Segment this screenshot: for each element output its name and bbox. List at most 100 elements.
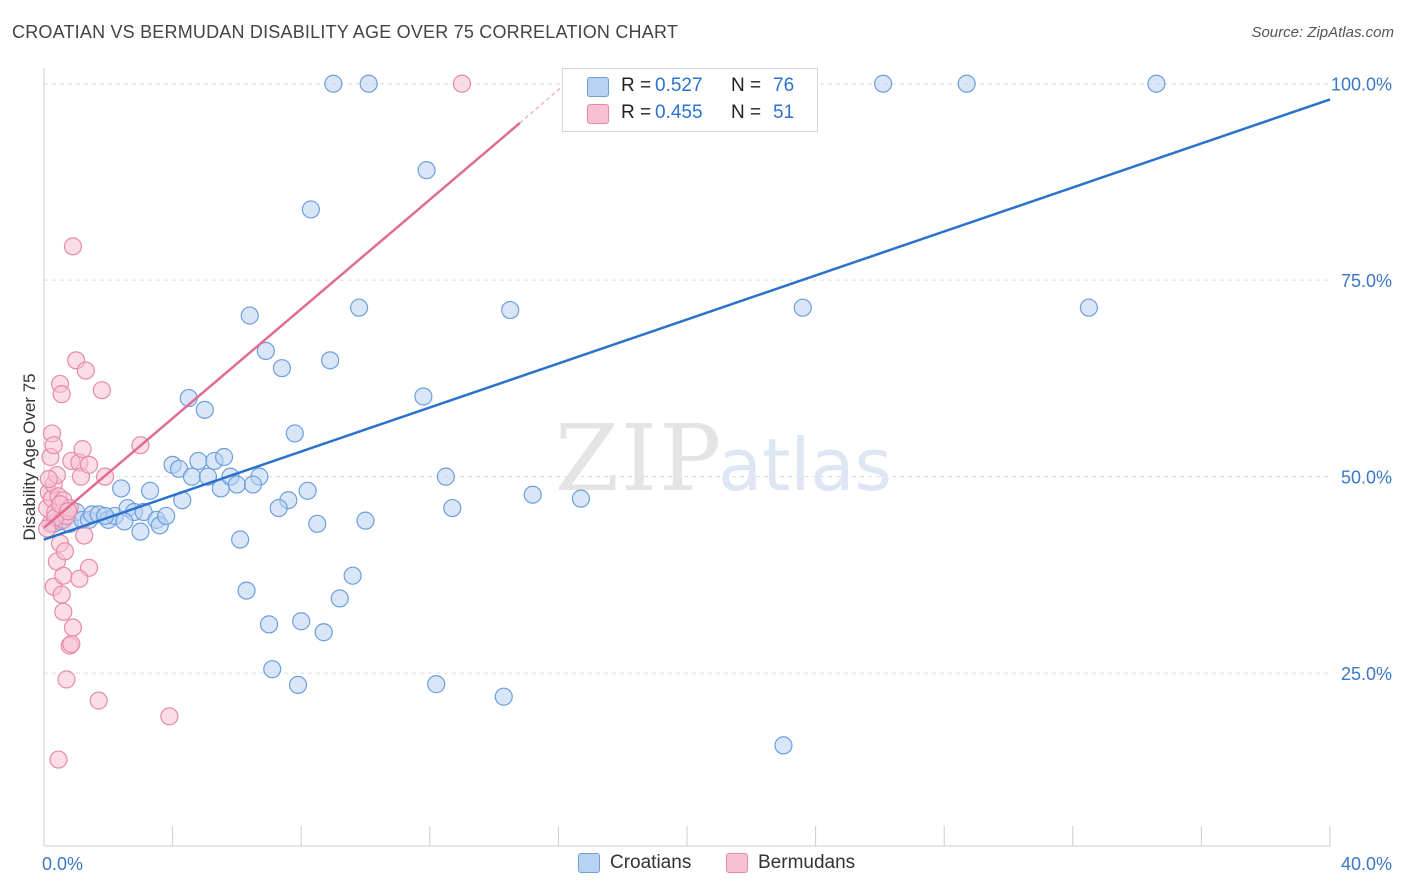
watermark-atlas: atlas: [718, 423, 892, 507]
bermudans-point: [39, 469, 58, 489]
croatians-point: [272, 359, 292, 378]
y-tick-label: 75.0%: [1341, 271, 1392, 291]
bermudans-point: [57, 670, 76, 689]
croatians-point: [501, 300, 520, 320]
croatians-point: [417, 161, 436, 180]
croatians-point: [112, 479, 131, 498]
data-points: [38, 74, 1166, 769]
croatians-point: [131, 522, 150, 541]
legend-n-label: N =: [731, 102, 762, 123]
bermudans-point: [452, 74, 472, 93]
croatians-point: [427, 675, 446, 694]
legend-n-value: 76: [773, 75, 795, 96]
croatians-point: [774, 736, 793, 755]
y-axis-title: Disability Age Over 75: [20, 373, 39, 540]
chart-title: CROATIAN VS BERMUDAN DISABILITY AGE OVER…: [12, 22, 679, 42]
croatians-point: [330, 589, 349, 608]
croatians-point: [301, 200, 320, 219]
croatians-point: [494, 687, 513, 706]
croatians-point: [288, 675, 308, 694]
croatians-point: [436, 467, 455, 486]
croatians-point: [298, 481, 317, 500]
chart-source: Source: ZipAtlas.com: [1251, 24, 1394, 41]
bermudans-label: Bermudans: [758, 852, 856, 873]
croatians-point: [571, 489, 591, 508]
bermudans-point: [52, 585, 71, 604]
bermudans-point: [62, 634, 81, 654]
croatians-point: [292, 612, 311, 631]
croatians-trend-line: [43, 98, 1331, 541]
bermudans-swatch: [726, 853, 748, 873]
bermudans-point: [79, 455, 99, 474]
bermudans-point: [63, 237, 83, 256]
bermudans-point: [49, 750, 68, 769]
bermudans-point: [73, 440, 92, 459]
bermudans-point: [38, 519, 57, 538]
bermudans-point: [75, 526, 94, 545]
croatians-point: [231, 530, 250, 549]
bermudans-point: [92, 381, 111, 400]
croatians-point: [324, 74, 343, 93]
croatians-point: [243, 475, 263, 494]
croatians-point: [1079, 298, 1098, 317]
croatians-point: [874, 74, 893, 93]
croatians-point: [359, 74, 378, 93]
croatians-point: [157, 506, 176, 526]
croatians-point: [182, 467, 201, 486]
bermudans-point: [70, 569, 89, 588]
croatians-point: [195, 400, 214, 419]
croatians-point: [349, 298, 369, 317]
croatians-point: [1147, 74, 1166, 93]
bermudans-point: [160, 707, 179, 726]
correlation-legend: R = 0.527 N = 76 R = 0.455 N = 51: [562, 68, 818, 132]
croatians-point: [414, 387, 433, 406]
legend-r-value: 0.455: [655, 102, 703, 123]
croatians-point: [285, 424, 304, 443]
bermudans-point: [44, 436, 63, 455]
y-tick-label: 25.0%: [1341, 664, 1392, 684]
bermudans-point: [63, 618, 83, 637]
trend-lines: [43, 75, 1331, 541]
bermudans-point: [54, 602, 73, 621]
croatians-point: [240, 306, 259, 325]
croatians-point: [523, 485, 542, 504]
legend-n-label: N =: [731, 75, 762, 96]
croatians-point: [115, 512, 134, 531]
bermudans-point: [52, 385, 71, 404]
legend-n-value: 51: [773, 102, 795, 123]
croatians-label: Croatians: [610, 852, 692, 873]
croatians-point: [793, 298, 812, 317]
bermudans-trend-line: [43, 122, 521, 529]
x-tick-label-min: 0.0%: [42, 854, 83, 874]
bermudans-point: [76, 361, 95, 380]
bermudans-point: [54, 566, 73, 585]
croatians-point: [443, 498, 462, 518]
croatians-point: [269, 498, 288, 518]
legend-row-croatians: R = 0.527 N = 76: [563, 73, 817, 101]
croatians-point: [343, 566, 362, 585]
y-tick-label: 100.0%: [1331, 75, 1392, 95]
axis-labels: Disability Age Over 75 25.0% 50.0% 75.0% 10…: [20, 75, 1392, 874]
croatians-point: [256, 341, 275, 361]
bermudans-point: [55, 542, 74, 561]
legend-r-value: 0.527: [655, 75, 703, 96]
croatians-point: [189, 451, 208, 471]
croatians-point: [259, 615, 279, 634]
croatians-point: [227, 475, 246, 494]
bermudans-point: [89, 691, 108, 710]
croatians-point: [140, 481, 160, 500]
croatians-point: [356, 511, 375, 530]
bermudans-point: [59, 502, 78, 521]
croatians-point: [214, 447, 234, 467]
watermark: ZIP atlas: [555, 405, 892, 512]
croatians-point: [321, 351, 340, 370]
x-tick-label-max: 40.0%: [1341, 854, 1392, 874]
legend-swatch-blue: [587, 77, 609, 97]
croatians-point: [263, 660, 282, 679]
croatians-point: [308, 514, 327, 533]
legend-r-label: R =: [621, 102, 652, 123]
croatians-point: [957, 74, 976, 93]
croatians-point: [237, 581, 256, 600]
legend-r-label: R =: [621, 75, 652, 96]
